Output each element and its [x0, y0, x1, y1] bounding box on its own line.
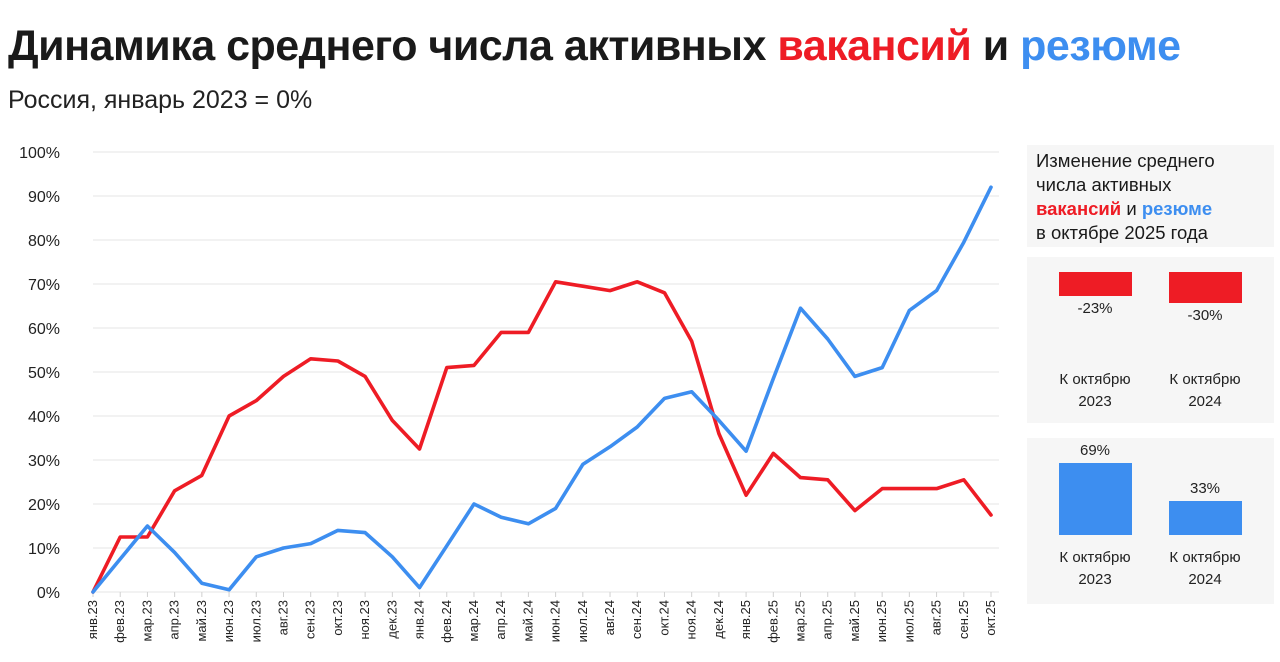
x-tick-label: июн.23	[221, 600, 236, 642]
y-tick-label: 90%	[28, 189, 60, 206]
side-header-line1: Изменение среднего	[1036, 150, 1215, 171]
x-tick-label: окт.23	[330, 600, 345, 636]
x-tick-label: сен.23	[303, 600, 318, 639]
y-tick-label: 100%	[19, 145, 60, 162]
series-line-vacancies	[91, 280, 993, 594]
bar-value-label: -23%	[1077, 300, 1113, 317]
bar-value-label: -30%	[1187, 307, 1223, 325]
chart-subtitle: Россия, январь 2023 = 0%	[8, 86, 313, 114]
x-tick-label: апр.24	[493, 600, 508, 640]
y-tick-label: 50%	[28, 365, 60, 382]
bar-caption-line: К октябрю	[1059, 371, 1131, 388]
x-tick-label: янв.24	[412, 600, 427, 639]
x-tick-label: май.24	[520, 600, 535, 642]
x-tick-label: фев.24	[439, 600, 454, 643]
chart-title: Динамика среднего числа активных ваканси…	[8, 22, 1181, 71]
x-tick-label: апр.23	[167, 600, 182, 640]
side-header-line3: вакансий и резюме	[1036, 197, 1215, 221]
x-tick-label: май.25	[847, 600, 862, 642]
resume-change-bar	[1168, 500, 1242, 535]
bar-caption-year: 2023	[1078, 393, 1112, 410]
bar-caption-line: К октябрю	[1059, 549, 1131, 566]
bar-caption: К октябрю 2024	[1145, 547, 1265, 591]
side-header-line4: в октябре 2025 года	[1036, 222, 1208, 243]
side-header-text: Изменение среднего числа активных ваканс…	[1036, 149, 1215, 245]
x-tick-label: сен.24	[629, 600, 644, 639]
x-tick-label: фев.23	[112, 600, 127, 643]
y-tick-label: 0%	[37, 585, 60, 602]
y-tick-label: 80%	[28, 233, 60, 250]
series-line-resumes	[91, 185, 993, 594]
bar-caption-year: 2024	[1188, 393, 1222, 410]
resume-change-panel: 69% К октябрю 2023 33% К октябрю 2024	[1027, 438, 1274, 604]
x-tick-label: янв.23	[85, 600, 100, 639]
side-panel-header: Изменение среднего числа активных ваканс…	[1027, 145, 1274, 247]
bar-caption: К октябрю 2024	[1145, 369, 1265, 413]
x-tick-label: ноя.24	[684, 600, 699, 640]
title-mid: и	[971, 22, 1021, 70]
x-tick-label: ноя.23	[357, 600, 372, 640]
bar-caption-line: К октябрю	[1169, 371, 1241, 388]
vacancy-change-panel: -23% К октябрю 2023 -30% К октябрю 2024	[1027, 257, 1274, 423]
x-tick-label: мар.23	[139, 600, 154, 641]
y-tick-label: 20%	[28, 497, 60, 514]
x-tick-label: авг.25	[929, 600, 944, 635]
x-tick-label: дек.24	[711, 600, 726, 639]
bar-value-label: 33%	[1189, 479, 1221, 497]
resume-change-bar	[1058, 463, 1132, 535]
x-tick-label: авг.23	[275, 600, 290, 635]
x-tick-label: июн.25	[874, 600, 889, 642]
x-tick-label: янв.25	[738, 600, 753, 639]
x-tick-label: июл.23	[248, 600, 263, 642]
x-tick-label: июл.24	[575, 600, 590, 642]
x-tick-label: июл.25	[901, 600, 916, 642]
vacancy-change-bar	[1058, 272, 1132, 296]
x-tick-label: мар.24	[466, 600, 481, 641]
title-part1: Динамика среднего числа активных	[8, 22, 778, 70]
x-tick-label: фев.25	[765, 600, 780, 643]
side-header-mid: и	[1121, 198, 1142, 219]
line-chart: 0% 10% 20% 30% 40% 50% 60% 70% 80% 90% 100% янв.23 ф…	[19, 145, 999, 643]
x-tick-label: дек.23	[384, 600, 399, 639]
x-tick-label: окт.25	[983, 600, 998, 636]
side-header-line2: числа активных	[1036, 174, 1172, 195]
side-header-vacancies: вакансий	[1036, 198, 1122, 219]
bar-caption-line: К октябрю	[1169, 549, 1241, 566]
bar-caption: К октябрю 2023	[1035, 369, 1155, 413]
y-tick-label: 60%	[28, 321, 60, 338]
bar-value-label: 69%	[1079, 442, 1111, 459]
bar-caption: К октябрю 2023	[1035, 547, 1155, 591]
side-header-resumes: резюме	[1141, 198, 1213, 219]
x-tick-label: мар.25	[793, 600, 808, 641]
title-vacancies: вакансий	[777, 22, 972, 70]
y-tick-label: 30%	[28, 453, 60, 470]
y-tick-label: 10%	[28, 541, 60, 558]
x-tick-label: окт.24	[656, 600, 671, 636]
y-tick-label: 70%	[28, 277, 60, 294]
x-tick-label: апр.25	[820, 600, 835, 640]
x-tick-label: май.23	[194, 600, 209, 642]
bar-caption-year: 2023	[1078, 571, 1112, 588]
vacancy-change-bar	[1168, 272, 1242, 304]
bar-caption-year: 2024	[1188, 571, 1222, 588]
x-tick-label: июн.24	[548, 600, 563, 642]
x-tick-label: авг.24	[602, 600, 617, 635]
y-tick-label: 40%	[28, 409, 60, 426]
title-resumes: резюме	[1020, 22, 1181, 70]
x-tick-label: сен.25	[956, 600, 971, 639]
